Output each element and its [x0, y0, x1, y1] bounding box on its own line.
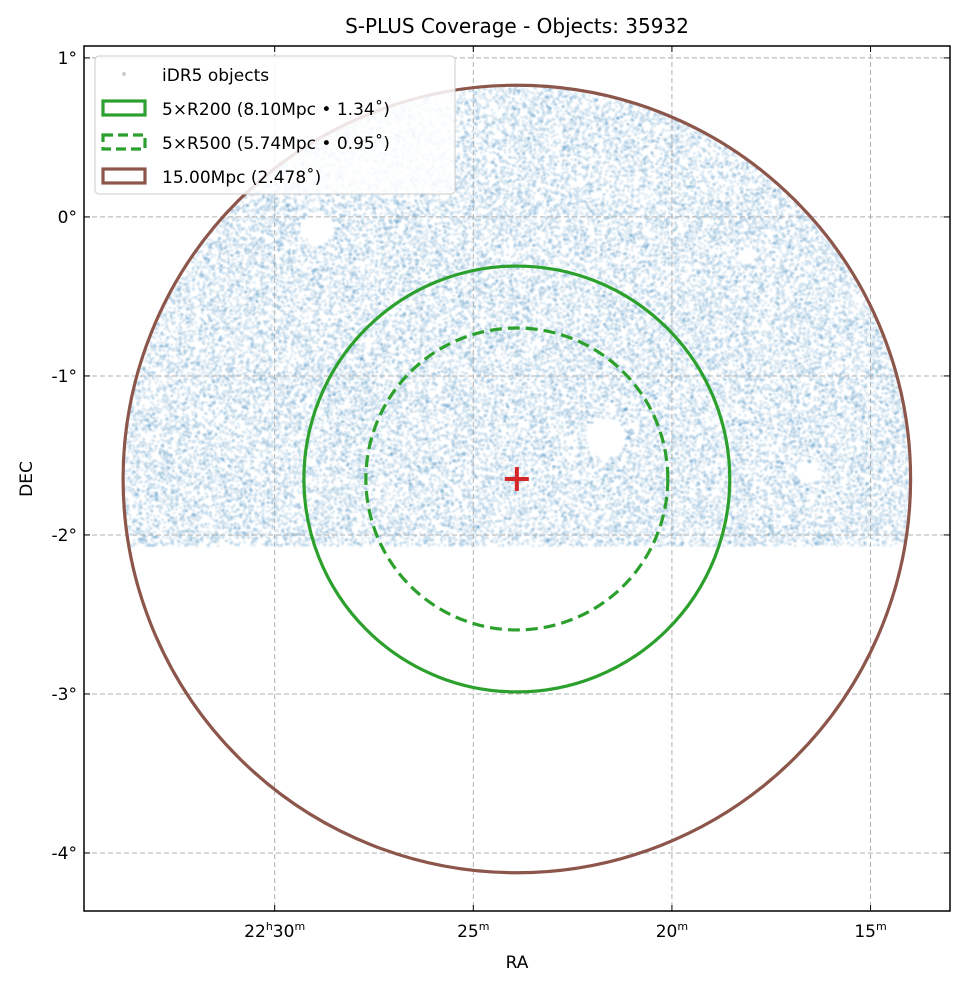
legend-marker-dot	[122, 72, 126, 76]
legend-label: iDR5 objects	[162, 66, 269, 86]
y-tick-label: 1°	[58, 49, 77, 69]
legend-box	[94, 55, 456, 195]
y-axis-label: DEC	[17, 461, 37, 497]
plot-frame	[83, 45, 951, 912]
circle-1	[364, 326, 670, 632]
circle-0	[302, 264, 732, 694]
legend-label: 5×R500 (5.74Mpc • 0.95˚)	[162, 133, 390, 154]
y-tick-label: -1°	[52, 367, 77, 387]
chart-title: S-PLUS Coverage - Objects: 35932	[345, 14, 689, 38]
legend-label: 5×R200 (8.10Mpc • 1.34˚)	[162, 99, 390, 120]
x-tick-label: 20m	[656, 920, 688, 942]
legend: iDR5 objects 5×R200 (8.10Mpc • 1.34˚) 5×R5…	[94, 55, 456, 195]
y-tick-label: 0°	[58, 208, 77, 228]
x-tick-label: 25m	[457, 920, 489, 942]
x-tick-label: 22h30m	[244, 920, 305, 942]
legend-marker-dashed	[101, 133, 147, 151]
x-axis-label: RA	[506, 953, 529, 973]
legend-marker-solid	[101, 167, 147, 185]
center-marker	[504, 466, 529, 491]
y-tick-label: -4°	[52, 844, 77, 864]
y-tick-label: -3°	[52, 685, 77, 705]
legend-marker-solid	[101, 99, 147, 117]
legend-label: 15.00Mpc (2.478˚)	[162, 167, 321, 188]
x-tick-label: 15m	[854, 920, 886, 942]
y-tick-label: -2°	[52, 526, 77, 546]
circle-2	[121, 83, 913, 875]
